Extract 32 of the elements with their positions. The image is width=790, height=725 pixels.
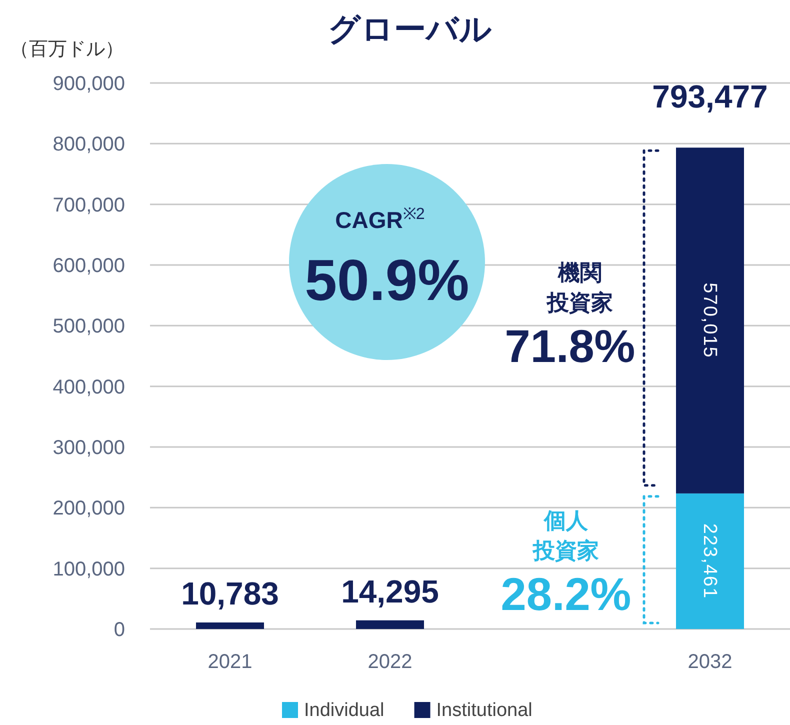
x-tick-label: 2022 <box>368 651 412 673</box>
annotation: 28.2% <box>500 568 632 620</box>
total-label: 793,477 <box>652 78 768 115</box>
annotation: 50.9% <box>304 248 470 313</box>
y-axis-title: （百万ドル） <box>10 39 124 60</box>
y-tick-label: 900,000 <box>52 73 125 95</box>
legend-label: Institutional <box>436 700 532 721</box>
x-tick-label: 2032 <box>688 651 732 673</box>
y-tick-label: 500,000 <box>52 316 125 338</box>
annotation: 投資家 <box>546 290 613 315</box>
bar <box>356 620 424 629</box>
x-tick-label: 2021 <box>208 651 252 673</box>
total-label: 10,783 <box>181 575 279 612</box>
y-tick-label: 700,000 <box>52 194 125 216</box>
annotation: 機関 <box>557 260 602 285</box>
chart-title: グローバル <box>328 11 492 47</box>
data-label: 570,015 <box>700 282 720 358</box>
y-tick-label: 400,000 <box>52 376 125 398</box>
bar <box>196 622 264 629</box>
legend-label: Individual <box>304 700 384 721</box>
y-tick-label: 200,000 <box>52 498 125 520</box>
y-tick-label: 800,000 <box>52 134 125 156</box>
annotation: 投資家 <box>532 538 599 563</box>
total-label: 14,295 <box>341 573 439 610</box>
y-tick-label: 600,000 <box>52 255 125 277</box>
annotation: 個人 <box>543 508 589 533</box>
y-tick-label: 300,000 <box>52 437 125 459</box>
y-tick-label: 100,000 <box>52 558 125 580</box>
annotation: CAGR$^{※2}$ <box>335 205 425 233</box>
y-tick-label: 0 <box>114 619 125 641</box>
annotation: 71.8% <box>504 320 636 372</box>
data-label: 223,461 <box>700 523 720 600</box>
